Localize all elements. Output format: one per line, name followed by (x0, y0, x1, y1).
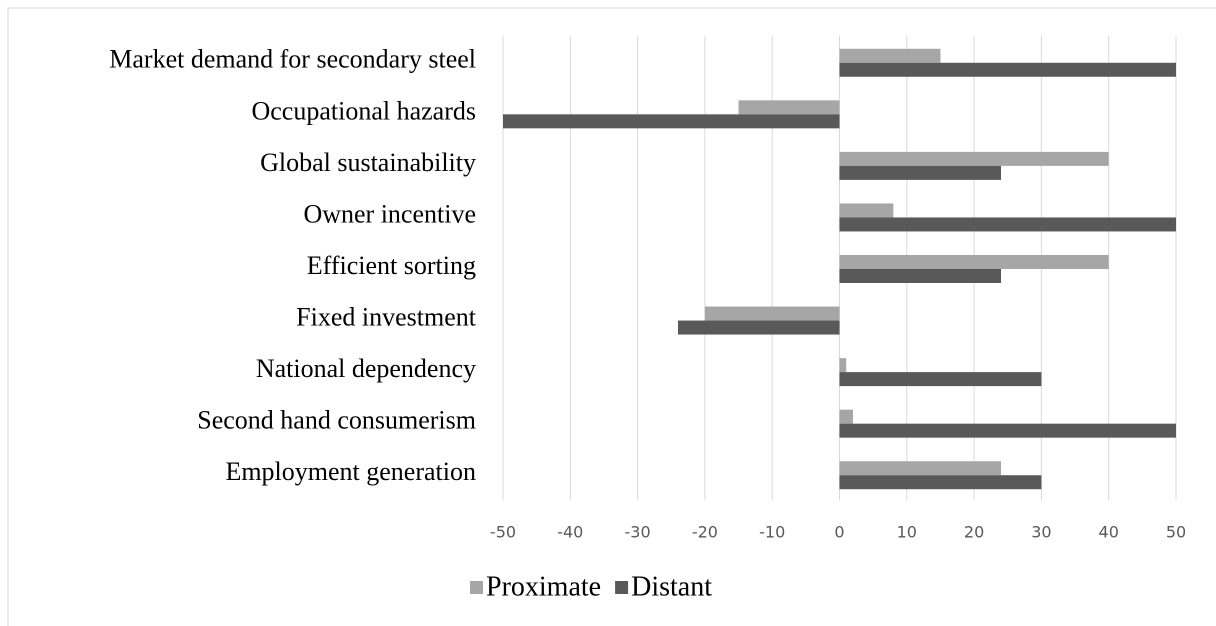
x-tick-label: 0 (834, 523, 844, 542)
x-tick-label: 30 (1031, 523, 1051, 542)
x-tick-label: -50 (490, 523, 516, 542)
x-tick-label: -20 (692, 523, 718, 542)
bar (704, 306, 840, 321)
bar (839, 475, 1042, 490)
bar (839, 48, 941, 63)
bar (839, 62, 1176, 77)
x-tick-label: 20 (964, 523, 984, 542)
bar (839, 409, 853, 424)
bar (839, 269, 1002, 283)
legend-swatch (470, 581, 483, 594)
x-tick-label: 40 (1099, 523, 1119, 542)
bar (738, 100, 840, 115)
chart-frame (7, 7, 1216, 626)
bar (503, 114, 840, 129)
bar (839, 372, 1042, 387)
x-tick-label: 50 (1166, 523, 1186, 542)
category-label: Market demand for secondary steel (109, 45, 476, 74)
x-tick-label: -40 (557, 523, 583, 542)
category-label: Employment generation (225, 457, 476, 486)
x-tick-label: 10 (897, 523, 917, 542)
bar (839, 165, 1002, 180)
category-label: Fixed investment (296, 303, 477, 332)
bar (839, 461, 1002, 476)
bar (839, 255, 1109, 269)
category-label: Efficient sorting (307, 251, 476, 280)
category-label: Occupational hazards (251, 96, 476, 125)
category-label: Second hand consumerism (197, 406, 476, 435)
bar (839, 423, 1176, 438)
category-label: Owner incentive (303, 199, 476, 228)
category-label: National dependency (256, 354, 476, 383)
x-tick-label: -10 (759, 523, 785, 542)
bar (839, 203, 894, 218)
x-tick-label: -30 (625, 523, 651, 542)
bar (839, 217, 1176, 232)
bar (839, 151, 1109, 166)
bar (839, 358, 847, 373)
legend-label: Proximate (486, 571, 601, 602)
bar (677, 320, 840, 335)
legend-label: Distant (631, 571, 712, 602)
legend-swatch (615, 581, 629, 594)
category-label: Global sustainability (260, 148, 476, 177)
